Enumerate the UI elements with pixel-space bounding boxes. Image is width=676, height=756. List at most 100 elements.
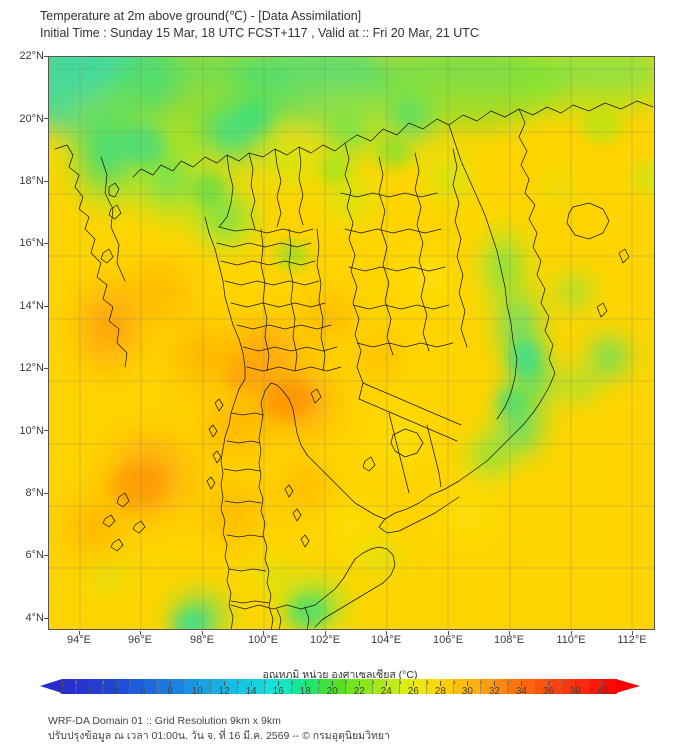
colorbar-tick [521, 681, 523, 686]
xtick-label: 108°E [493, 634, 525, 646]
colorbar-tick-label: 28 [434, 686, 446, 697]
xtick-label: 100°E [247, 634, 279, 646]
colorbar-tick-label: 12 [218, 686, 230, 697]
ytick-label: 6°N [25, 549, 44, 561]
colorbar-tick-label: 26 [407, 686, 419, 697]
colorbar-tick [102, 681, 104, 684]
ytick-label: 22°N [19, 50, 44, 62]
colorbar-tick [399, 681, 401, 684]
colorbar-tick-label: 34 [515, 686, 527, 697]
colorbar-tick [305, 681, 307, 686]
colorbar-tick [561, 681, 563, 684]
colorbar-tick-label: 22 [353, 686, 365, 697]
xtick-label: 112°E [617, 634, 647, 646]
colorbar: อุณหภูมิ หน่วย องศาเซลเซียส (°C) 0 2 4 6 8 10… [40, 666, 640, 708]
xtick-label: 98°E [190, 634, 214, 646]
ytick-label: 20°N [19, 113, 44, 125]
model-info-line: WRF-DA Domain 01 :: Grid Resolution 9km … [48, 715, 281, 727]
colorbar-tick [291, 681, 293, 684]
colorbar-tick [588, 681, 590, 684]
colorbar-tick-label: 10 [191, 686, 203, 697]
colorbar-tick-label: 14 [245, 686, 257, 697]
temperature-field-map [49, 57, 654, 629]
colorbar-tick [183, 681, 185, 684]
colorbar-tick-label: 18 [299, 686, 311, 697]
colorbar-tick [332, 681, 334, 686]
colorbar-tick [372, 681, 374, 684]
colorbar-tick [129, 681, 131, 684]
xtick-label: 110°E [556, 634, 586, 646]
colorbar-tick [386, 681, 388, 686]
xtick-label: 104°E [370, 634, 402, 646]
colorbar-over-arrow [616, 679, 640, 693]
colorbar-labels: 0 2 4 6 8 10 12 14 16 18 20 22 24 26 28 30 32 34 36 38 40 [59, 686, 616, 700]
colorbar-tick [237, 681, 239, 684]
xtick-label: 102°E [309, 634, 341, 646]
xtick-label: 96°E [128, 634, 152, 646]
graticule [49, 57, 654, 629]
colorbar-tick [197, 681, 199, 686]
colorbar-tick [548, 681, 550, 686]
colorbar-tick-label: 40 [596, 686, 609, 697]
colorbar-ticks [62, 681, 616, 686]
ytick-label: 8°N [25, 487, 44, 499]
colorbar-tick [575, 681, 577, 686]
colorbar-tick-label: 2 [86, 686, 92, 697]
colorbar-tick [251, 681, 253, 686]
colorbar-tick [278, 681, 280, 686]
colorbar-tick-label: 4 [113, 686, 119, 697]
xtick-label: 106°E [432, 634, 464, 646]
colorbar-tick [359, 681, 361, 686]
ytick-label: 12°N [19, 362, 44, 374]
colorbar-tick [480, 681, 482, 684]
colorbar-tick-label: 30 [461, 686, 473, 697]
ytick-label: 14°N [19, 300, 44, 312]
colorbar-tick-label: 16 [272, 686, 284, 697]
title-block: Temperature at 2m above ground(℃) - [Dat… [40, 8, 660, 42]
colorbar-tick [156, 681, 158, 684]
colorbar-gradient [62, 679, 617, 694]
ytick-label: 16°N [19, 237, 44, 249]
colorbar-tick [426, 681, 428, 684]
colorbar-tick [170, 681, 172, 686]
colorbar-under-arrow [40, 679, 62, 693]
colorbar-tick [345, 681, 347, 684]
map-frame [48, 56, 655, 630]
colorbar-tick-label: 20 [326, 686, 338, 697]
colorbar-tick [453, 681, 455, 684]
colorbar-tick-label: 8 [167, 686, 173, 697]
forecast-validity-subtitle: Initial Time : Sunday 15 Mar, 18 UTC FCS… [40, 26, 479, 40]
page-title: Temperature at 2m above ground(℃) - [Dat… [40, 9, 362, 23]
colorbar-tick-label: 38 [569, 686, 582, 697]
footer: WRF-DA Domain 01 :: Grid Resolution 9km … [48, 714, 648, 744]
colorbar-tick [75, 681, 77, 684]
colorbar-tick [602, 681, 604, 686]
coastlines-and-borders [54, 100, 654, 629]
colorbar-tick [89, 681, 91, 686]
xtick-label: 94°E [67, 634, 91, 646]
ytick-label: 4°N [25, 612, 44, 624]
colorbar-tick [62, 681, 63, 686]
colorbar-tick-label: 32 [488, 686, 500, 697]
ytick-label: 18°N [19, 175, 44, 187]
colorbar-row [40, 679, 640, 694]
map-container[interactable] [48, 56, 655, 630]
colorbar-tick [210, 681, 212, 684]
colorbar-title: อุณหภูมิ หน่วย องศาเซลเซียส (°C) [262, 669, 418, 681]
colorbar-tick [507, 681, 509, 684]
colorbar-tick-label: 24 [380, 686, 392, 697]
colorbar-tick [318, 681, 320, 684]
colorbar-tick [413, 681, 415, 686]
colorbar-tick [116, 681, 118, 686]
colorbar-tick-label: 0 [59, 686, 65, 697]
colorbar-tick [494, 681, 496, 686]
colorbar-tick [440, 681, 442, 686]
colorbar-tick [534, 681, 536, 684]
colorbar-tick [467, 681, 469, 686]
ytick-label: 10°N [19, 425, 44, 437]
colorbar-tick [224, 681, 226, 686]
update-credit-line: ปรับปรุงข้อมูล ณ เวลา 01:00น. วัน จ. ที่… [48, 730, 390, 742]
colorbar-tick-label: 36 [542, 686, 554, 697]
colorbar-tick-label: 6 [140, 686, 146, 697]
